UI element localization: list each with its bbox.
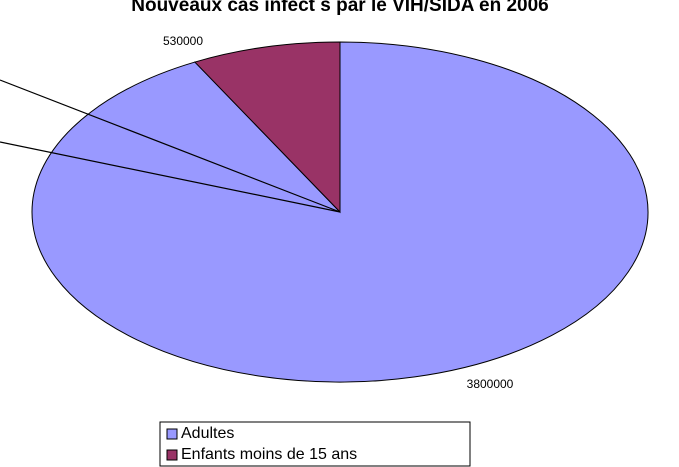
pie [31, 41, 649, 383]
leader-line [0, 141, 341, 213]
data-label: 530000 [163, 34, 203, 48]
data-label: 3800000 [467, 377, 514, 391]
legend [159, 421, 471, 467]
legend-label: Enfants moins de 15 ans [181, 446, 357, 463]
legend-swatch [166, 428, 178, 440]
legend-label: Adultes [181, 425, 234, 442]
leader-line [0, 79, 341, 213]
chart-title: Nouveaux cas infect s par le VIH/SIDA en… [131, 0, 548, 16]
pie-slice [193, 41, 341, 214]
legend-swatch [166, 449, 178, 461]
